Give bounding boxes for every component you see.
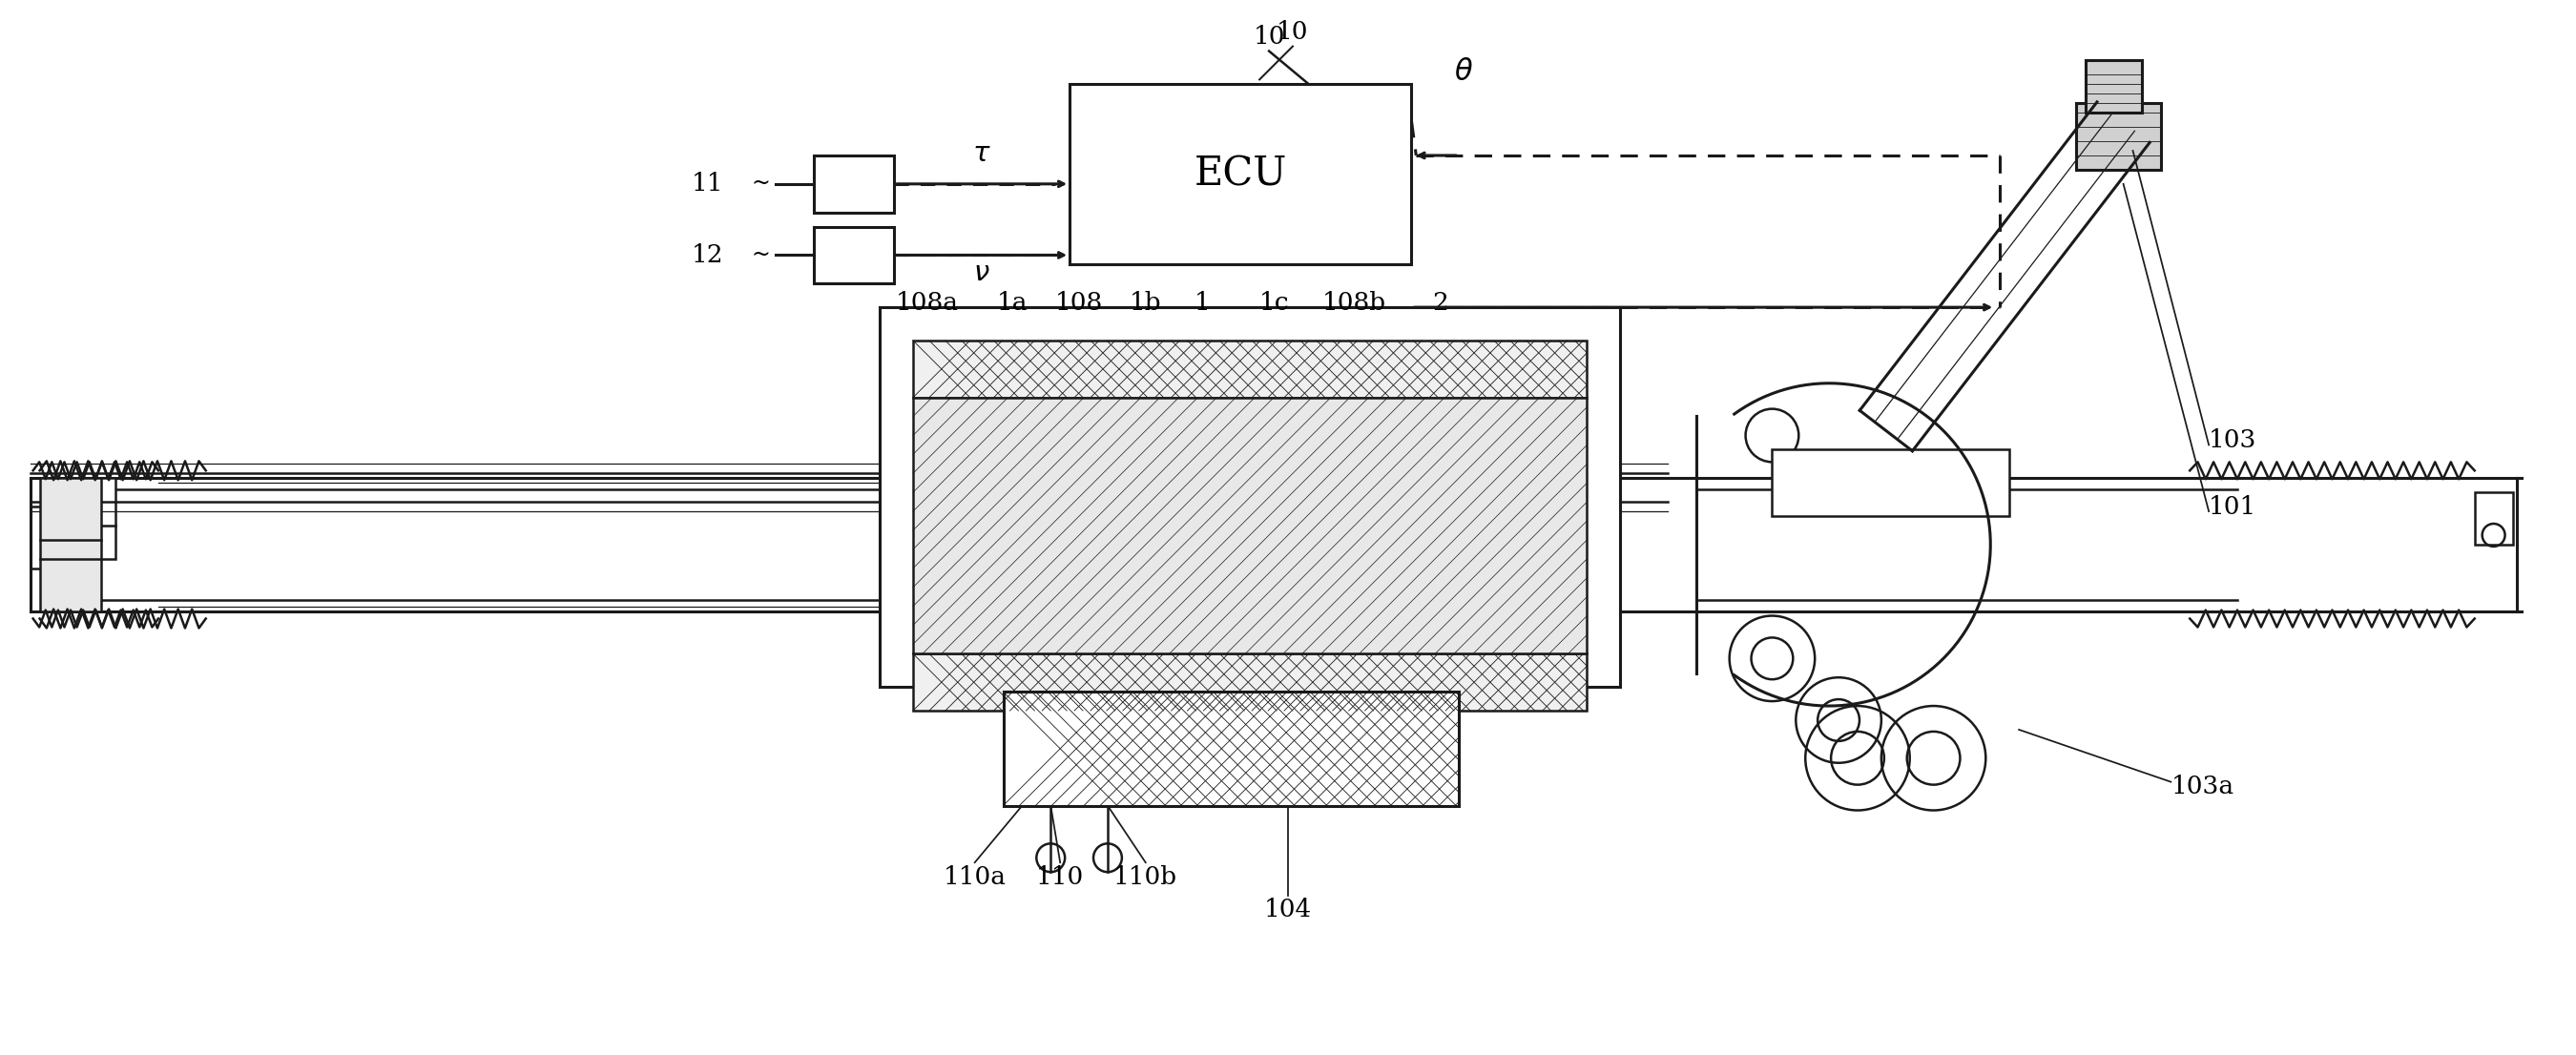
Bar [889, 426, 938, 455]
Bar [912, 398, 1587, 654]
Bar [1092, 664, 1123, 687]
Circle shape [1569, 409, 1605, 443]
Text: 1c: 1c [1260, 290, 1288, 314]
Bar [881, 364, 922, 630]
Bar [1577, 364, 1620, 630]
Bar [912, 654, 1587, 711]
Text: 110a: 110a [943, 865, 1007, 888]
Bar [1564, 312, 1610, 341]
Bar [889, 654, 938, 683]
Text: $\theta$: $\theta$ [1453, 58, 1473, 88]
Text: 10: 10 [1278, 20, 1309, 44]
Bar [1564, 426, 1610, 455]
Bar [814, 227, 894, 284]
Bar [2076, 103, 2161, 170]
Bar [889, 493, 938, 516]
Bar [912, 341, 1587, 398]
Bar [1002, 692, 1458, 806]
Text: 1a: 1a [997, 290, 1028, 314]
Bar [54, 478, 116, 559]
Text: 108b: 108b [1321, 290, 1386, 314]
Text: $\nu$: $\nu$ [974, 260, 989, 287]
Text: 1: 1 [1195, 290, 1211, 314]
Bar [2087, 60, 2143, 113]
Text: 12: 12 [690, 244, 724, 267]
Circle shape [896, 409, 930, 443]
Text: ~: ~ [752, 244, 770, 266]
Bar [881, 307, 1620, 687]
Bar [1069, 84, 1412, 265]
Bar [2476, 493, 2512, 544]
Bar [889, 312, 938, 341]
Text: 1b: 1b [1128, 290, 1162, 314]
Bar [1564, 493, 1610, 516]
Bar [814, 155, 894, 212]
Text: 104: 104 [1265, 898, 1311, 922]
Text: 110: 110 [1036, 865, 1084, 888]
Text: 101: 101 [2208, 495, 2257, 519]
Text: $\tau$: $\tau$ [974, 140, 992, 167]
Text: 103a: 103a [2172, 774, 2233, 799]
Bar [1564, 654, 1610, 683]
Text: 11: 11 [690, 172, 724, 196]
Bar [1036, 664, 1064, 687]
Text: 2: 2 [1432, 290, 1448, 314]
Text: ~: ~ [752, 173, 770, 195]
Text: 108: 108 [1056, 290, 1103, 314]
Text: 10: 10 [1252, 25, 1285, 49]
Bar [39, 478, 100, 611]
Text: 103: 103 [2208, 428, 2257, 453]
Bar [1772, 449, 2009, 516]
Text: ECU: ECU [1195, 154, 1288, 194]
Text: 110b: 110b [1113, 865, 1177, 888]
Text: 108a: 108a [896, 290, 958, 314]
